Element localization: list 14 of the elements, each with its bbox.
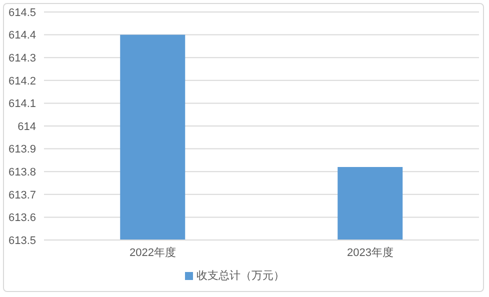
y-tick-label: 614.2	[8, 75, 36, 88]
y-tick-label: 614	[18, 120, 36, 133]
y-tick-label: 614.1	[8, 98, 36, 110]
y-tick-label: 613.9	[8, 144, 36, 156]
y-tick-label: 613.6	[8, 212, 36, 224]
y-tick-label: 614.3	[8, 52, 36, 65]
y-tick-label: 614.4	[8, 30, 36, 42]
y-tick-label: 613.5	[8, 234, 36, 247]
y-tick-label: 613.7	[8, 189, 36, 202]
y-tick-label: 614.5	[8, 6, 36, 19]
legend-label: 收支总计（万元）	[196, 270, 284, 282]
x-tick-label: 2022年度	[130, 246, 176, 259]
x-tick-label: 2023年度	[347, 246, 394, 259]
y-tick-label: 613.8	[8, 166, 36, 179]
